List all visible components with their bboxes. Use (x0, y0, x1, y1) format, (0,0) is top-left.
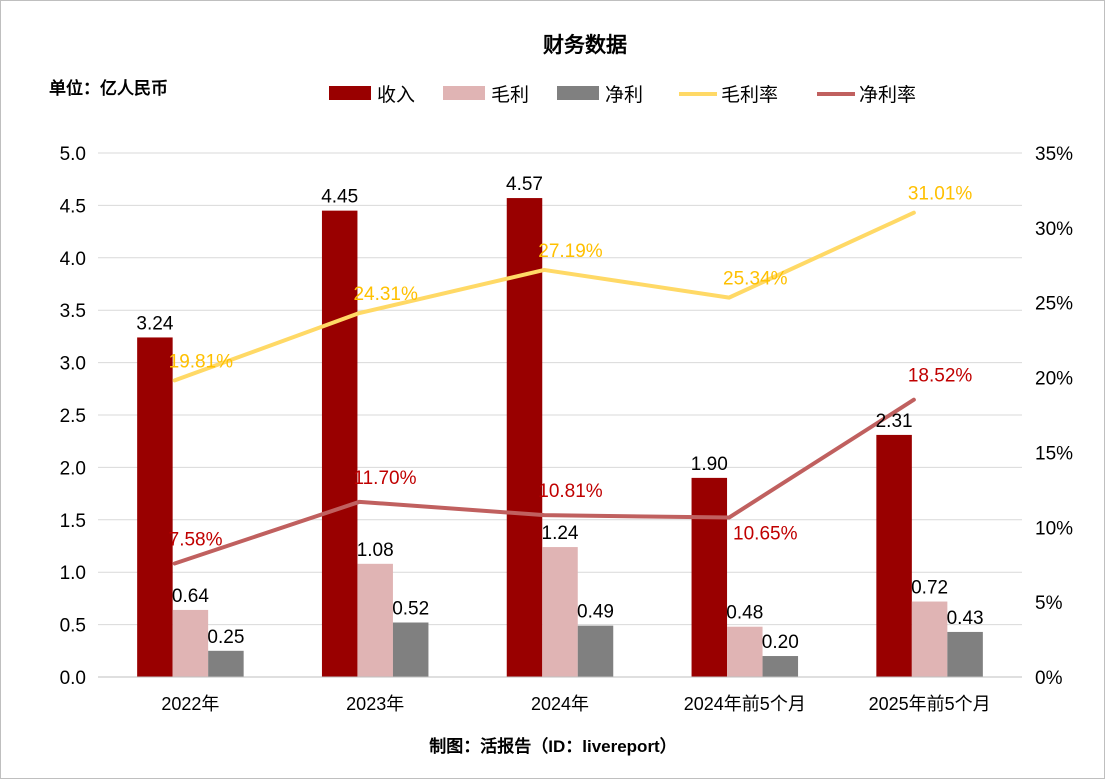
y-left-tick: 4.0 (60, 249, 86, 270)
bar-data-label: 0.72 (911, 578, 948, 599)
y-right-tick: 25% (1035, 294, 1073, 315)
legend-label: 毛利率 (721, 84, 778, 106)
bar-data-label: 1.90 (691, 454, 728, 475)
unit-label: 单位：亿人民币 (49, 78, 168, 98)
x-tick-label: 2024年 (531, 694, 589, 714)
gross-margin-label: 31.01% (908, 184, 973, 205)
bar-revenue (876, 434, 912, 677)
y-left-tick: 5.0 (60, 144, 86, 165)
y-left-tick: 3.5 (60, 301, 86, 322)
bar-revenue (691, 477, 728, 677)
bar-data-label: 4.45 (321, 187, 358, 208)
bar-data-label: 0.20 (762, 632, 799, 653)
bar-net-profit (762, 656, 799, 677)
data-labels: 3.24 4.45 4.57 1.90 2.31 0.64 1.08 1.24 0.48 0.72… (136, 174, 983, 653)
net-margin-label: 10.65% (733, 524, 798, 545)
bar-gross-profit (911, 601, 948, 677)
legend-label: 毛利 (491, 84, 529, 106)
gross-margin-line (172, 210, 916, 383)
bar-data-label: 2.31 (876, 411, 913, 432)
y-axis-right: 0% 5% 10% 15% 20% 25% 30% 35% (1035, 144, 1073, 689)
net-margin-label: 11.70% (353, 468, 416, 489)
y-right-tick: 30% (1035, 219, 1073, 240)
bar-data-label: 0.49 (577, 602, 614, 623)
y-left-tick: 4.5 (60, 196, 86, 217)
source-label: 制图：活报告（ID：livereport） (429, 736, 676, 756)
bar-revenue (321, 210, 358, 677)
x-tick-label: 2024年前5个月 (684, 694, 806, 714)
bar-data-label: 3.24 (136, 313, 173, 334)
bar-net-profit (392, 622, 429, 677)
gridlines (98, 152, 1022, 626)
x-tick-label: 2022年 (161, 694, 219, 714)
bar-data-label: 0.52 (392, 599, 429, 620)
legend-swatch (329, 86, 371, 100)
legend-label: 净利 (605, 84, 643, 106)
bar-data-label: 0.64 (172, 586, 209, 607)
gross-margin-label: 19.81% (169, 351, 234, 372)
bar-gross-profit (357, 563, 393, 677)
line-group (172, 210, 916, 566)
legend-swatch (557, 86, 599, 100)
bar-net-profit (208, 650, 244, 677)
y-left-tick: 1.5 (60, 511, 86, 532)
y-left-tick: 1.0 (60, 563, 86, 584)
chart-title: 财务数据 (543, 33, 627, 57)
y-right-tick: 10% (1035, 518, 1073, 539)
y-right-tick: 20% (1035, 369, 1073, 390)
bar-data-label: 0.48 (726, 603, 763, 624)
y-left-tick: 2.5 (60, 406, 86, 427)
bar-net-profit (577, 625, 614, 677)
net-margin-label: 18.52% (908, 366, 973, 387)
bar-gross-profit (727, 626, 763, 677)
x-tick-label: 2025年前5个月 (869, 694, 991, 714)
y-left-tick: 0.0 (60, 668, 86, 689)
bar-data-label: 1.24 (542, 523, 579, 544)
bar-net-profit (947, 631, 983, 677)
y-axis-left: 0.0 0.5 1.0 1.5 2.0 2.5 3.0 3.5 4.0 4.5 5.0 (60, 144, 86, 689)
x-axis: 2022年 2023年 2024年 2024年前5个月 2025年前5个月 (98, 676, 1022, 714)
legend-swatch (443, 86, 485, 100)
bar-gross-profit (542, 547, 578, 677)
bar-data-label: 4.57 (506, 174, 543, 195)
bar-revenue (137, 337, 173, 677)
bar-data-label: 0.43 (947, 608, 984, 629)
y-right-tick: 15% (1035, 443, 1073, 464)
y-left-tick: 2.0 (60, 458, 86, 479)
legend-label: 收入 (377, 84, 415, 106)
gross-margin-label: 27.19% (538, 241, 603, 262)
bar-data-label: 0.25 (207, 627, 244, 648)
y-right-tick: 5% (1035, 593, 1063, 614)
legend-label: 净利率 (859, 84, 916, 106)
legend: 收入 毛利 净利 毛利率 净利率 (329, 84, 916, 106)
net-margin-label: 10.81% (538, 481, 603, 502)
bar-data-label: 1.08 (357, 540, 394, 561)
net-margin-line (172, 397, 916, 566)
x-tick-label: 2023年 (346, 694, 404, 714)
gross-margin-label: 24.31% (353, 284, 418, 305)
gross-margin-label: 25.34% (723, 269, 788, 290)
net-margin-label: 7.58% (169, 530, 223, 551)
y-right-tick: 0% (1035, 668, 1063, 689)
y-left-tick: 0.5 (60, 616, 86, 637)
y-left-tick: 3.0 (60, 354, 86, 375)
bar-group (137, 198, 983, 677)
bar-gross-profit (172, 609, 209, 677)
y-right-tick: 35% (1035, 144, 1073, 165)
